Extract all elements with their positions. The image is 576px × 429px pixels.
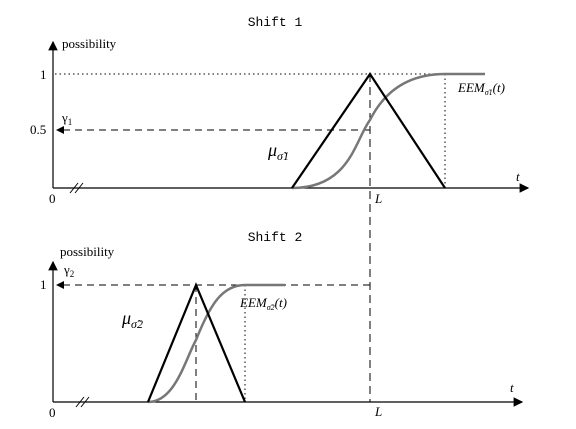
x-axis-label: t xyxy=(516,169,520,184)
panel-title: Shift 2 xyxy=(248,230,303,245)
eem-label: EEMσ̃1(t) xyxy=(457,80,505,97)
y-tick-label: 0.5 xyxy=(30,122,46,137)
gamma-sub: 2 xyxy=(70,269,75,279)
x-mark-label: L xyxy=(374,191,382,206)
mu-label: μσ̃2 xyxy=(121,308,143,331)
eem-label: EEMσ̃2(t) xyxy=(239,295,287,312)
gamma-label: γ1 xyxy=(61,110,72,127)
axis-break xyxy=(69,182,84,194)
mu-label: μσ̃1 xyxy=(267,140,289,163)
gamma-symbol: γ xyxy=(61,110,68,125)
mu-sub: σ̃1 xyxy=(277,149,289,163)
panel-2: Shift 2 possibility 1 0 t L γ2 μσ̃2 EEMσ… xyxy=(40,230,524,420)
gamma-symbol: γ xyxy=(63,262,70,277)
eem-symbol: EEM xyxy=(457,80,486,95)
eem-sub: σ̃1 xyxy=(485,88,493,97)
panel-title: Shift 1 xyxy=(248,15,303,30)
panel-1: Shift 1 possibility 1 0.5 0 t L γ1 μσ̃1 … xyxy=(30,15,530,402)
y-tick-label: 1 xyxy=(40,277,47,292)
origin-label: 0 xyxy=(49,191,56,206)
eem-sub: σ̃2 xyxy=(267,303,275,312)
x-mark-label: L xyxy=(374,404,382,419)
eem-arg: (t) xyxy=(493,80,505,95)
gamma-label: γ2 xyxy=(63,262,74,279)
eem-arg: (t) xyxy=(275,295,287,310)
axis-break xyxy=(75,396,90,408)
gamma-sub: 1 xyxy=(68,117,73,127)
triangle xyxy=(291,72,446,189)
origin-label: 0 xyxy=(49,405,56,420)
mu-sub: σ̃2 xyxy=(131,317,143,331)
y-axis-label: possibility xyxy=(60,244,115,259)
y-axis-label: possibility xyxy=(62,36,117,51)
eem-curve xyxy=(147,283,285,404)
eem-symbol: EEM xyxy=(239,295,268,310)
y-tick-label: 1 xyxy=(40,67,47,82)
mu-symbol: μ xyxy=(121,308,131,328)
eem-curve xyxy=(291,72,485,190)
x-axis-label: t xyxy=(510,380,514,395)
triangle xyxy=(146,282,247,403)
mu-symbol: μ xyxy=(267,140,277,160)
